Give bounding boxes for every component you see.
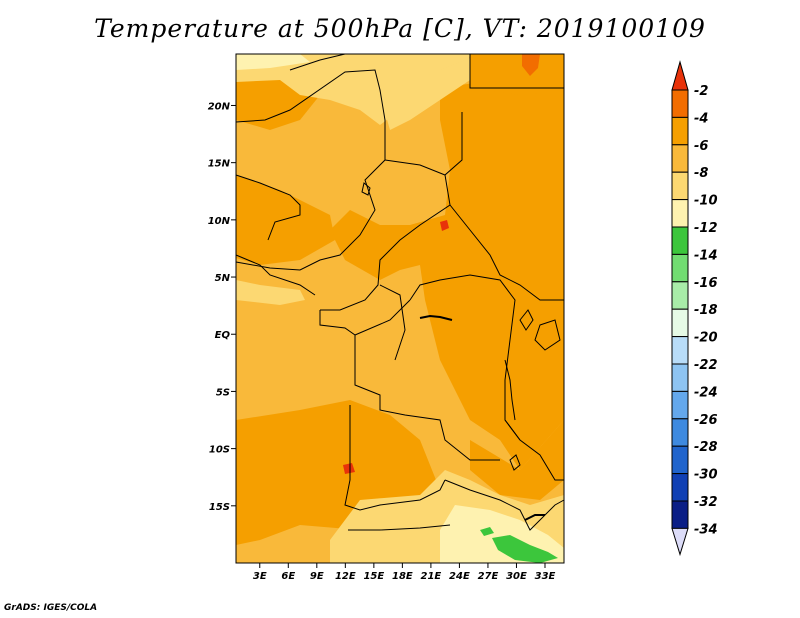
- field-orange-west: [236, 175, 335, 265]
- colorbar-label: -8: [694, 166, 708, 181]
- colorbar-label: -32: [694, 495, 718, 510]
- latitude-axis: 20N 15N 10N 5N EQ 5S 10S 15S: [208, 101, 236, 513]
- lat-tick-label: 15N: [208, 159, 231, 170]
- longitude-axis: 3E 6E 9E 12E 15E 18E 21E 24E 27E 30E 33E: [253, 563, 556, 582]
- field-green-spot: [480, 527, 494, 536]
- colorbar-swatch: [671, 226, 689, 255]
- colorbar-label: -14: [694, 248, 718, 263]
- colorbar: -2 -4 -6 -8 -10 -12 -14 -16 -18 -20 -22 -24 -26 -28 -3…: [671, 60, 718, 557]
- lon-tick-label: 30E: [506, 571, 527, 582]
- temperature-field: [236, 54, 564, 563]
- map-frame: [235, 53, 565, 564]
- lat-tick-label: 20N: [208, 101, 231, 112]
- field-orange-southeast: [470, 420, 564, 500]
- field-orange-east: [330, 70, 564, 470]
- field-yellow-northband: [380, 58, 470, 130]
- colorbar-swatch: [671, 473, 689, 502]
- colorbar-swatch: [671, 89, 689, 118]
- colorbar-label: -2: [694, 84, 708, 99]
- colorbar-label: -20: [694, 331, 718, 346]
- colorbar-bottom-arrow: [671, 527, 689, 557]
- colorbar-swatch: [671, 199, 689, 228]
- colorbar-label: -10: [694, 194, 718, 209]
- lat-tick-label: 5N: [215, 273, 231, 284]
- field-orange-north-2: [470, 54, 564, 95]
- colorbar-swatch: [671, 281, 689, 310]
- field-red-north: [522, 54, 540, 76]
- colorbar-label: -4: [694, 111, 708, 126]
- colorbar-label: -28: [694, 440, 718, 455]
- colorbar-label: -6: [694, 139, 708, 154]
- field-yellow-north: [236, 54, 470, 125]
- colorbar-label: -22: [694, 358, 718, 373]
- colorbar-label: -30: [694, 468, 718, 483]
- lon-tick-label: 27E: [478, 571, 499, 582]
- colorbar-swatch: [671, 144, 689, 173]
- colorbar-swatch: [671, 418, 689, 447]
- field-red-spot-center: [440, 220, 449, 231]
- colorbar-swatch: [671, 336, 689, 365]
- field-pale-north: [236, 54, 310, 70]
- lon-tick-label: 18E: [392, 571, 413, 582]
- lon-tick-label: 33E: [535, 571, 556, 582]
- field-red-spot-south: [343, 463, 355, 474]
- map-panel: 20N 15N 10N 5N EQ 5S 10S 15S 3E 6E 9E 12E 15E 18E 21E…: [208, 53, 565, 582]
- colorbar-label: -12: [694, 221, 718, 236]
- lat-tick-label: EQ: [215, 330, 231, 341]
- lat-tick-label: 10S: [209, 445, 230, 456]
- colorbar-swatch: [671, 116, 689, 146]
- lat-tick-label: 5S: [216, 387, 230, 398]
- lakes-coastlines: [361, 182, 561, 521]
- colorbar-label: -26: [694, 413, 718, 428]
- lon-tick-label: 3E: [253, 571, 267, 582]
- colorbar-swatch: [671, 363, 689, 392]
- lon-tick-label: 6E: [281, 571, 295, 582]
- lon-tick-label: 24E: [449, 571, 470, 582]
- colorbar-swatch: [671, 308, 689, 338]
- lon-tick-label: 9E: [310, 571, 324, 582]
- colorbar-swatch: [671, 500, 689, 529]
- field-green-south: [492, 535, 558, 563]
- colorbar-top-arrow: [671, 60, 689, 91]
- colorbar-label: -24: [694, 385, 718, 400]
- map-title: Temperature at 500hPa [C], VT: 201910010…: [94, 14, 706, 43]
- colorbar-swatch: [671, 445, 689, 475]
- colorbar-label: -16: [694, 276, 718, 291]
- lon-tick-label: 15E: [363, 571, 384, 582]
- colorbar-label: -34: [694, 522, 718, 537]
- grads-credit: GrADS: IGES/COLA: [4, 603, 98, 613]
- lon-tick-label: 21E: [421, 571, 442, 582]
- colorbar-swatch: [671, 253, 689, 283]
- lat-tick-label: 15S: [209, 502, 230, 513]
- field-yellow-west: [236, 280, 305, 305]
- lat-tick-label: 10N: [208, 216, 231, 227]
- colorbar-swatch: [671, 390, 689, 420]
- lon-tick-label: 12E: [335, 571, 356, 582]
- colorbar-label: -18: [694, 303, 718, 318]
- colorbar-swatch: [671, 171, 689, 201]
